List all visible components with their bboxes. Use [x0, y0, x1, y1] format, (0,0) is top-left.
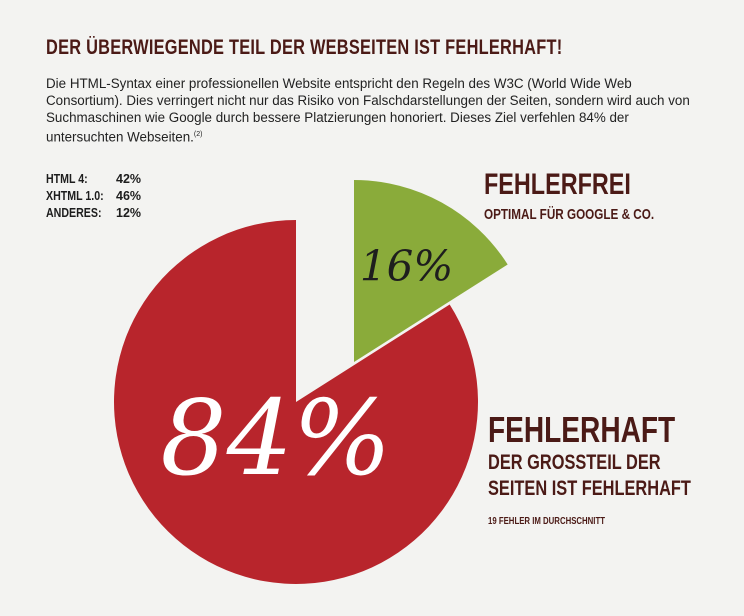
slice-label-fehlerhaft: 84% [160, 377, 391, 499]
stat-value: 12% [116, 206, 142, 220]
fehlerhaft-note: 19 FEHLER IM DURCHSCHNITT [488, 516, 606, 527]
intro-paragraph: Die HTML-Syntax einer professionellen We… [46, 75, 706, 145]
fehlerhaft-subtitle-2: SEITEN IST FEHLERHAFT [488, 477, 691, 500]
fehlerfrei-subtitle: OPTIMAL FÜR GOOGLE & CO. [484, 206, 655, 223]
stat-row-html4: HTML 4: 42% [46, 171, 156, 188]
pie-slice-fehlerhaft [114, 220, 478, 584]
stat-value: 46% [116, 189, 142, 203]
stat-row-xhtml: XHTML 1.0: 46% [46, 188, 156, 205]
stat-key: HTML 4: [46, 172, 88, 186]
page-title: DER ÜBERWIEGENDE TEIL DER WEBSEITEN IST … [46, 36, 563, 59]
stat-key: XHTML 1.0: [46, 189, 104, 203]
stat-key: ANDERES: [46, 206, 102, 220]
slice-label-fehlerfrei: 16% [360, 241, 453, 290]
label-fehlerhaft: FEHLERHAFT DER GROSSTEIL DER SEITEN IST … [488, 409, 744, 528]
fehlerhaft-title: FEHLERHAFT [488, 409, 676, 450]
stat-value: 42% [116, 172, 142, 186]
fehlerfrei-title: FEHLERFREI [484, 168, 631, 201]
doctype-stats: HTML 4: 42% XHTML 1.0: 46% ANDERES: 12% [46, 171, 156, 222]
intro-text: Die HTML-Syntax einer professionellen We… [46, 76, 690, 145]
pie-slice-fehlerfrei [354, 180, 508, 362]
footnote-marker: (2) [193, 131, 203, 138]
fehlerhaft-subtitle-1: DER GROSSTEIL DER [488, 451, 661, 474]
stat-row-other: ANDERES: 12% [46, 205, 156, 222]
label-fehlerfrei: FEHLERFREI OPTIMAL FÜR GOOGLE & CO. [484, 168, 702, 223]
